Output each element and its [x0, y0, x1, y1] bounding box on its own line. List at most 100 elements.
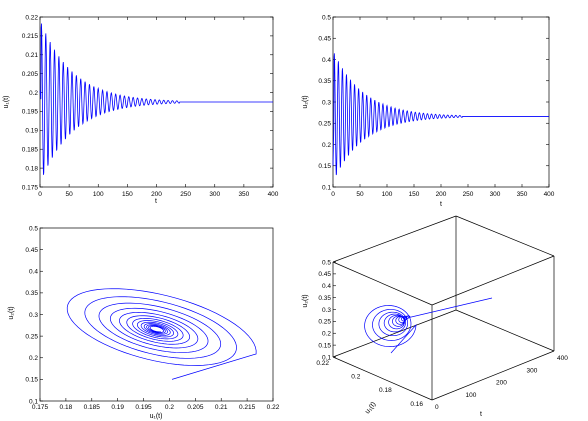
x-tick-label: 350 — [517, 191, 528, 198]
y-tick-label: 0.175 — [22, 184, 39, 191]
3d-box — [332, 215, 555, 401]
t-tick-label: 0 — [435, 404, 439, 411]
y-tick-label: 0.4 — [322, 57, 331, 64]
x-tick-label: 300 — [209, 191, 220, 198]
z-tick-label: 0.25 — [318, 319, 331, 326]
u1-tick-label: 0.22 — [316, 360, 329, 367]
x-tick-label: 400 — [268, 191, 279, 198]
y-tick-label: 0.2 — [322, 142, 331, 149]
t-tick-label: 300 — [527, 367, 538, 374]
z-tick-label: 0.3 — [322, 307, 331, 314]
x-tick-label: 50 — [66, 191, 74, 198]
y-tick-label: 0.5 — [322, 14, 331, 21]
y-tick-label: 0.1 — [29, 398, 38, 405]
y-tick-label: 0.25 — [25, 333, 38, 340]
y-tick-label: 0.15 — [25, 377, 38, 384]
series-line — [364, 297, 493, 354]
y-tick-label: 0.18 — [25, 165, 38, 172]
y-tick-label: 0.21 — [25, 52, 38, 59]
u1-tick-label: 0.16 — [410, 401, 423, 408]
t-tick-label: 200 — [496, 380, 507, 387]
x-tick-label: 100 — [93, 191, 104, 198]
x-tick-label: 0.205 — [187, 404, 204, 411]
x-tick-label: 0.22 — [267, 404, 280, 411]
series-line — [66, 288, 257, 380]
box-edge — [455, 309, 555, 352]
x-tick-label: 300 — [490, 191, 501, 198]
y-tick-labels: 0.175 0.18 0.185 0.19 0.195 0.2 0.205 0.21 0.215… — [22, 14, 273, 191]
x-tick-labels: 0 50 100 150 200 250 300 350 400 — [331, 17, 555, 198]
u1-tick-label: 0.2 — [351, 374, 360, 381]
panel-u1-vs-t: 0 50 100 150 200 250 300 350 400 0.175 0.18 0.185 0… — [3, 14, 279, 205]
y-tick-labels: 0.1 0.15 0.2 0.25 0.3 0.35 0.4 0.45 0.5 — [25, 225, 43, 405]
z-tick-label: 0.4 — [322, 283, 331, 290]
x-axis-label: t — [155, 198, 157, 205]
y-tick-label: 0.22 — [25, 14, 38, 21]
x-tick-label: 0.18 — [60, 404, 73, 411]
x-tick-label: 0 — [38, 191, 42, 198]
t-tick-label: 400 — [557, 355, 568, 362]
z-tick-label: 0.45 — [318, 271, 331, 278]
x-tick-label: 0.19 — [111, 404, 124, 411]
y-axis-label: u₁(t) — [3, 96, 10, 109]
y-axis-label: u₂(t) — [8, 306, 15, 319]
z-tick-label: 0.5 — [322, 259, 331, 266]
x-tick-label: 0.195 — [135, 404, 152, 411]
box-edge — [332, 261, 433, 306]
x-tick-label: 0.175 — [32, 404, 49, 411]
panel-3d: 0.1 0.15 0.2 0.25 0.3 0.35 0.4 0.45 0.5 0.22 0.2 0.… — [302, 215, 568, 418]
panel-u2-vs-t: 0 50 100 150 200 250 300 350 400 0.10.150.20.250… — [302, 14, 555, 208]
y-tick-label: 0.2 — [29, 90, 38, 97]
series-line — [39, 23, 273, 175]
plot-area — [332, 16, 550, 188]
x-tick-label: 100 — [382, 191, 393, 198]
y-tick-label: 0.25 — [318, 121, 331, 128]
y-tick-label: 0.2 — [29, 355, 38, 362]
y-tick-label: 0.45 — [318, 36, 331, 43]
x-tick-label: 400 — [544, 191, 555, 198]
box-edge — [431, 350, 555, 401]
box-edge — [455, 215, 555, 257]
z-axis-label: u₂(t) — [302, 294, 309, 307]
x-tick-label: 350 — [238, 191, 249, 198]
x-tick-label: 0.21 — [215, 404, 228, 411]
y-tick-label: 0.215 — [22, 33, 39, 40]
x-tick-label: 250 — [463, 191, 474, 198]
y-tick-label: 0.5 — [29, 225, 38, 232]
tick-labels: 0.1 0.15 0.2 0.25 0.3 0.35 0.4 0.45 0.5 0.22 0.2 0.… — [316, 259, 568, 411]
x-tick-label: 0.215 — [239, 404, 256, 411]
x-tick-label: 200 — [151, 191, 162, 198]
box-edge — [332, 309, 457, 358]
y-tick-label: 0.3 — [322, 99, 331, 106]
series-line — [332, 53, 549, 176]
y-tick-label: 0.15 — [318, 163, 331, 170]
y-tick-label: 0.35 — [25, 290, 38, 297]
x-tick-label: 0.2 — [165, 404, 174, 411]
y-tick-label: 0.4 — [29, 269, 38, 276]
u1-axis-label: u₁(t) — [364, 401, 377, 415]
x-tick-label: 150 — [122, 191, 133, 198]
y-tick-label: 0.1 — [322, 184, 331, 191]
x-tick-label: 200 — [436, 191, 447, 198]
x-tick-labels: 0.175 0.18 0.185 0.19 0.195 0.2 0.205 0.21 0.215… — [32, 398, 280, 411]
z-tick-label: 0.15 — [318, 342, 331, 349]
box-edge — [332, 356, 433, 401]
z-tick-label: 0.35 — [318, 295, 331, 302]
x-tick-label: 250 — [180, 191, 191, 198]
y-axis-label: u₂(t) — [302, 95, 309, 108]
box-edge — [332, 215, 457, 263]
y-tick-label: 0.3 — [29, 312, 38, 319]
y-tick-labels: 0.1 0.15 0.2 0.25 0.3 0.35 0.4 0.45 0.5 — [318, 14, 549, 191]
y-tick-label: 0.35 — [318, 78, 331, 85]
box-edge — [431, 255, 555, 306]
panel-phase-plane: 0.175 0.18 0.185 0.19 0.195 0.2 0.205 0.21 0.215… — [8, 225, 280, 420]
z-tick-label: 0.2 — [322, 331, 331, 338]
x-axis-label: t — [440, 201, 442, 208]
y-tick-label: 0.45 — [25, 247, 38, 254]
y-tick-label: 0.205 — [22, 71, 39, 78]
u1-tick-label: 0.18 — [379, 387, 392, 394]
z-tick-label: 0.1 — [322, 354, 331, 361]
x-tick-label: 150 — [409, 191, 420, 198]
y-tick-label: 0.185 — [22, 147, 39, 154]
